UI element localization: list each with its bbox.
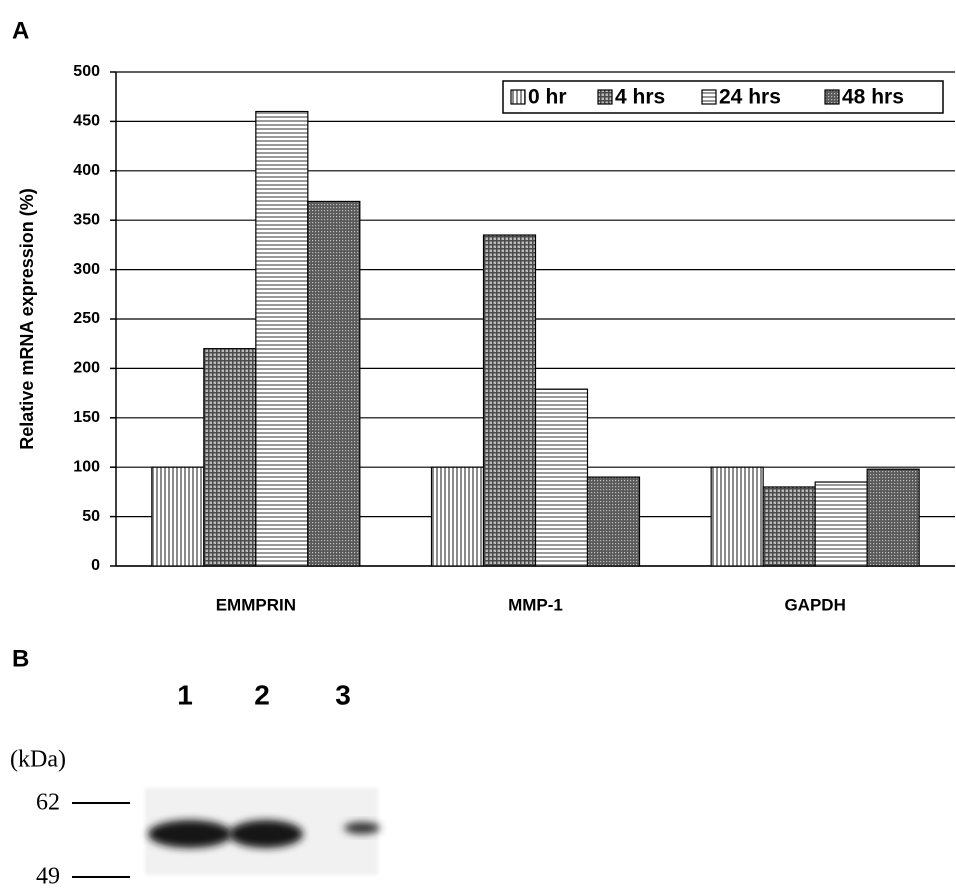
lane-label: 3 (335, 679, 351, 710)
unit-label: (kDa) (10, 747, 66, 773)
bar (256, 112, 308, 566)
y-tick-label: 50 (82, 508, 100, 525)
bar (536, 389, 588, 566)
y-axis-label: Relative mRNA expression (%) (17, 188, 37, 449)
legend-label: 0 hr (528, 86, 567, 109)
blot-image (145, 788, 380, 875)
x-tick-label: GAPDH (784, 595, 845, 614)
y-tick-label: 0 (91, 557, 100, 574)
legend-label: 48 hrs (842, 86, 904, 109)
y-tick-label: 100 (73, 458, 100, 475)
y-tick-label: 150 (73, 409, 100, 426)
lane-label: 1 (177, 679, 193, 710)
bar (204, 349, 256, 566)
legend-swatch (598, 90, 612, 104)
y-tick-label: 450 (73, 113, 100, 130)
legend-label: 24 hrs (719, 86, 781, 109)
legend-swatch (511, 90, 525, 104)
y-tick-label: 350 (73, 211, 100, 228)
y-tick-label: 400 (73, 162, 100, 179)
figure: A B Relative mRNA expression (%) 0 50 100 1… (0, 0, 956, 888)
bar (763, 487, 815, 566)
x-tick-label: MMP-1 (508, 595, 563, 614)
bar (152, 467, 204, 566)
y-tick-label: 300 (73, 261, 100, 278)
panel-label: B (12, 645, 29, 672)
bar (484, 235, 536, 566)
bar (308, 201, 360, 566)
marker-label: 62 (36, 790, 60, 816)
lane-label: 2 (254, 679, 270, 710)
legend-label: 4 hrs (615, 86, 665, 109)
y-tick-label: 200 (73, 360, 100, 377)
marker-label: 49 (36, 864, 60, 889)
bar (815, 482, 867, 566)
legend-swatch (825, 90, 839, 104)
y-tick-label: 250 (73, 310, 100, 327)
bar (867, 469, 919, 566)
y-tick-label: 500 (73, 63, 100, 80)
plot: 0 50 100 150 200 250 300 350 400 450 500 EMMPRIN MMP… (73, 63, 955, 614)
panel-label: A (12, 17, 29, 44)
legend-swatch (702, 90, 716, 104)
bar (432, 467, 484, 566)
legend: 0 hr 4 hrs 24 hrs 48 hrs (503, 81, 943, 113)
x-tick-label: EMMPRIN (216, 595, 296, 614)
bar (588, 477, 640, 566)
bar (711, 467, 763, 566)
